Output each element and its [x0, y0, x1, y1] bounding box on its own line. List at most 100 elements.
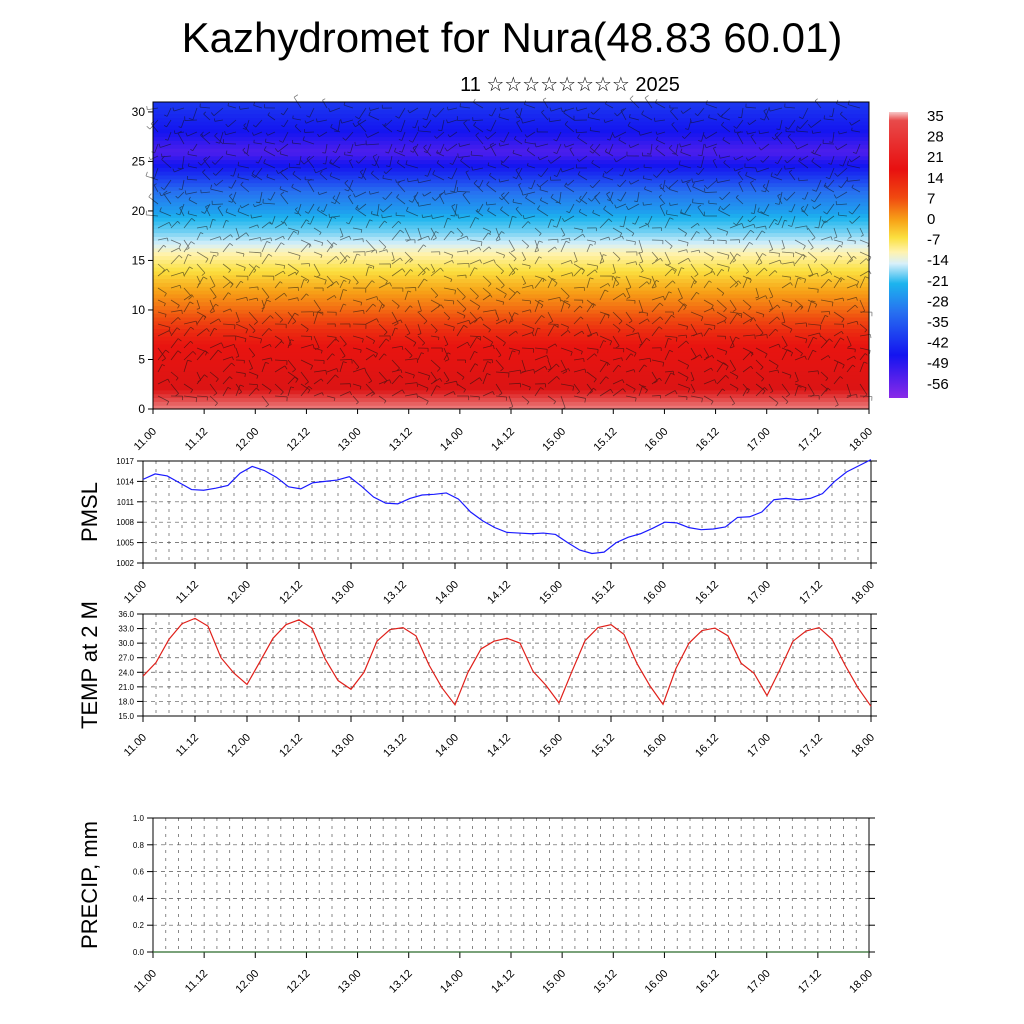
- wind-barb: [770, 175, 783, 181]
- wind-barb-flag: [605, 376, 609, 380]
- heatmap-band: [153, 224, 869, 230]
- wind-barb-flag: [539, 186, 542, 190]
- wind-barb-flag: [716, 178, 718, 183]
- wind-barb: [755, 371, 764, 379]
- wind-barb: [742, 311, 753, 319]
- precip-y-axis-label: PRECIP, mm: [77, 821, 102, 949]
- wind-barb: [391, 268, 403, 277]
- wind-barb-flag: [665, 184, 669, 189]
- wind-barb-flag: [573, 260, 578, 263]
- wind-barb: [627, 125, 640, 133]
- wind-barb: [261, 362, 266, 373]
- wind-barb-flag: [671, 314, 675, 318]
- wind-barb-flag: [681, 136, 685, 139]
- wind-barb: [651, 251, 659, 259]
- wind-barb-flag: [304, 381, 309, 385]
- wind-barb: [586, 299, 595, 306]
- wind-barb-flag: [811, 237, 816, 241]
- wind-barb: [240, 184, 250, 193]
- wind-barb: [357, 122, 367, 133]
- wind-barb-flag: [856, 281, 860, 286]
- heatmap-band: [153, 155, 869, 161]
- wind-barb-flag: [166, 268, 170, 273]
- wind-barb-flag: [177, 317, 181, 321]
- temp-x-tick-label: 18.00: [849, 732, 877, 760]
- wind-barb: [723, 203, 731, 211]
- wind-barb-flag: [330, 201, 336, 205]
- wind-barb: [577, 174, 588, 181]
- wind-barb-flag: [749, 279, 752, 283]
- wind-barb: [157, 268, 168, 277]
- wind-barb-flag: [188, 163, 190, 167]
- wind-barb: [150, 123, 159, 133]
- wind-barb-flag: [257, 224, 259, 229]
- wind-barb-flag: [672, 280, 676, 284]
- wind-barb-flag: [417, 201, 420, 207]
- wind-barb: [690, 332, 702, 337]
- wind-barb-flag: [566, 210, 570, 214]
- wind-barb: [326, 338, 336, 349]
- wind-barb: [820, 220, 826, 229]
- wind-barb: [404, 269, 411, 277]
- wind-barb: [209, 219, 213, 229]
- wind-barb: [246, 143, 250, 154]
- wind-barb: [794, 278, 799, 289]
- wind-barb: [625, 323, 635, 330]
- wind-barb-flag: [813, 336, 818, 340]
- heatmap-band: [153, 267, 869, 272]
- wind-barb: [588, 117, 601, 121]
- heatmap-band: [153, 240, 869, 245]
- wind-barb: [222, 234, 231, 241]
- wind-barb-flag: [774, 222, 779, 226]
- wind-barb-flag: [270, 315, 274, 319]
- wind-barb-flag: [774, 132, 779, 136]
- wind-barb: [430, 267, 441, 277]
- wind-barb-flag: [225, 150, 228, 155]
- wind-barb: [560, 240, 567, 253]
- wind-barb: [542, 99, 549, 109]
- wind-barb: [664, 335, 678, 338]
- wind-barb: [456, 319, 470, 325]
- wind-barb: [378, 239, 387, 248]
- heatmap-y-tick-label: 30: [132, 105, 146, 119]
- wind-barb: [705, 103, 718, 109]
- wind-barb: [430, 299, 440, 305]
- wind-barb-flag: [847, 160, 849, 166]
- wind-barb-flag: [553, 174, 558, 178]
- colorbar-label: -28: [927, 293, 949, 310]
- wind-barb: [303, 155, 315, 165]
- wind-barb: [293, 96, 302, 109]
- wind-barb: [540, 167, 549, 178]
- wind-barb-flag: [842, 364, 845, 369]
- wind-barb: [396, 215, 406, 217]
- wind-barb: [456, 341, 468, 349]
- wind-barb-flag: [542, 278, 545, 283]
- wind-barb-flag: [628, 168, 631, 172]
- wind-barb-flag: [269, 221, 273, 225]
- wind-barb: [729, 371, 739, 377]
- wind-barb-flag: [635, 261, 638, 266]
- wind-barb: [703, 327, 710, 337]
- wind-barb: [167, 131, 172, 141]
- wind-barb: [469, 351, 475, 361]
- wind-barb-flag: [626, 296, 631, 299]
- wind-barb: [453, 179, 458, 192]
- wind-barb-flag: [592, 303, 597, 306]
- heatmap-band: [153, 121, 869, 126]
- wind-barb-flag: [436, 368, 441, 372]
- wind-barb-flag: [687, 258, 691, 263]
- wind-barb-flag: [503, 254, 506, 259]
- wind-barb: [625, 369, 635, 373]
- wind-barb: [365, 266, 369, 277]
- wind-barb: [664, 280, 673, 289]
- wind-barb: [586, 353, 595, 361]
- wind-barb-flag: [269, 344, 272, 348]
- wind-barb: [664, 372, 672, 385]
- wind-barb-flag: [412, 374, 415, 379]
- wind-barb-flag: [686, 326, 689, 330]
- wind-barb: [187, 178, 198, 181]
- heatmap-band: [153, 182, 869, 188]
- wind-barb-flag: [613, 158, 617, 163]
- wind-barb: [612, 263, 616, 273]
- wind-barb-flag: [847, 345, 852, 348]
